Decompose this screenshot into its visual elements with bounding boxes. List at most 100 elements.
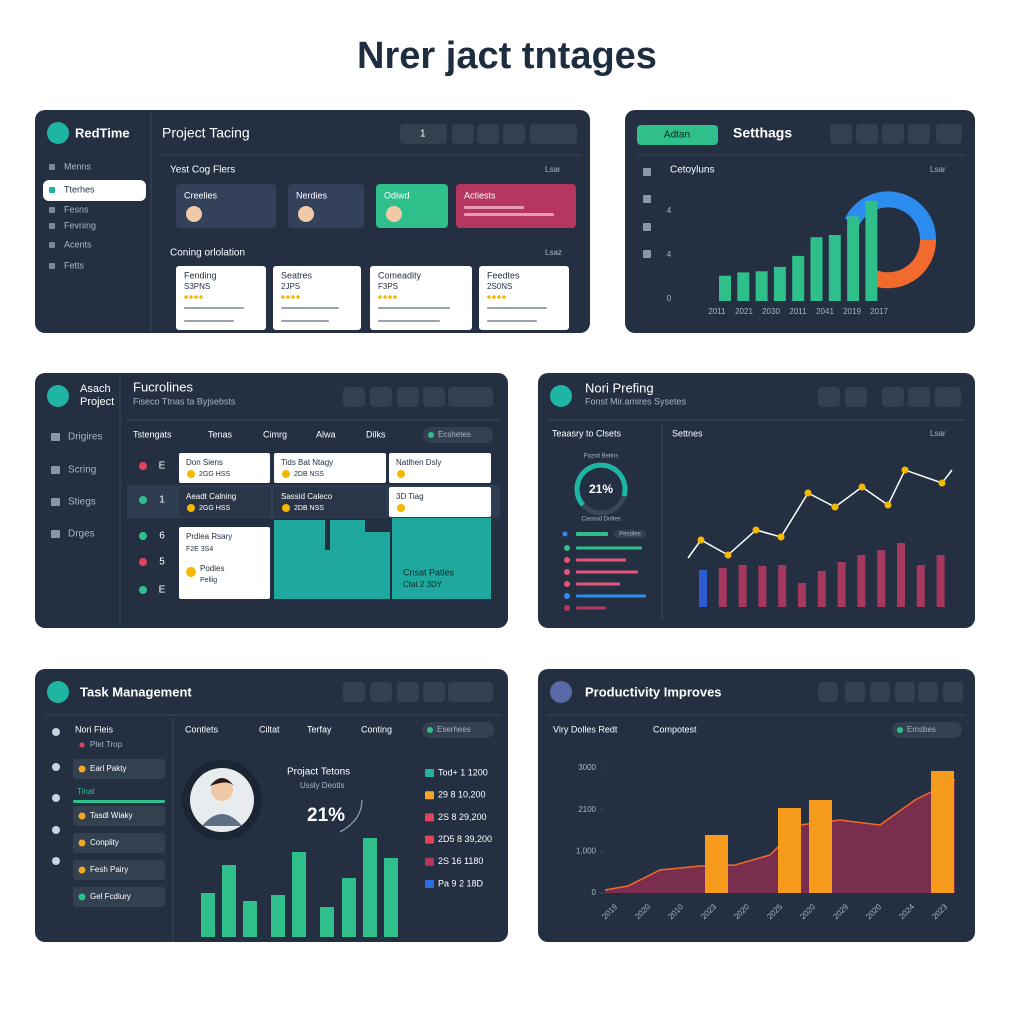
task-card[interactable] [389, 487, 491, 517]
logo [550, 385, 572, 407]
toolbar-button[interactable] [343, 682, 365, 702]
line-point [752, 526, 760, 534]
line-point [804, 489, 812, 497]
bar [865, 200, 878, 301]
toolbar-button[interactable] [935, 387, 961, 407]
toolbar-button[interactable] [503, 124, 525, 144]
side-icon [52, 794, 60, 802]
star [492, 295, 496, 299]
note-card[interactable] [176, 266, 266, 330]
toolbar-button[interactable] [370, 387, 392, 407]
toolbar-button[interactable] [908, 387, 930, 407]
line-point [901, 466, 909, 474]
item-box[interactable] [73, 759, 165, 779]
toolbar-button[interactable] [452, 124, 474, 144]
nav-item: Acents [64, 239, 92, 249]
toolbar-button[interactable] [936, 124, 962, 144]
panel [538, 373, 975, 628]
toolbar-button[interactable] [477, 124, 499, 144]
donut-segment [844, 191, 937, 241]
tab: Contlets [185, 724, 219, 734]
toolbar-button[interactable] [397, 387, 419, 407]
area [605, 780, 955, 893]
line-point [831, 503, 839, 511]
task-card[interactable] [179, 527, 270, 599]
note-sub: 2S0NS [487, 282, 512, 291]
line-point [884, 501, 892, 509]
bar [292, 852, 306, 937]
toolbar-button[interactable] [845, 387, 867, 407]
toolbar-button[interactable] [448, 387, 493, 407]
item-box[interactable] [73, 806, 165, 826]
toolbar-button[interactable] [400, 124, 447, 144]
dot [79, 742, 85, 748]
task-card[interactable] [389, 453, 491, 483]
task-sub: 2GG HSS [199, 471, 230, 478]
filter-button[interactable] [892, 722, 962, 738]
panel-heading: Project Tacing [162, 125, 250, 141]
item-icon [78, 812, 86, 820]
side-icon [643, 223, 651, 231]
task-card[interactable] [179, 453, 270, 483]
star [393, 295, 397, 299]
task-icon [397, 504, 405, 512]
toolbar-button[interactable] [845, 682, 865, 702]
item-icon [78, 839, 86, 847]
toolbar-button[interactable] [830, 124, 852, 144]
item-box[interactable] [73, 887, 165, 907]
toolbar-button[interactable] [530, 124, 577, 144]
nav-selected[interactable] [43, 180, 146, 201]
toolbar-button[interactable] [423, 387, 445, 407]
task-sub: Pellig [200, 577, 217, 584]
toolbar-button[interactable] [870, 682, 890, 702]
primary-button[interactable] [637, 125, 718, 145]
area-line [604, 779, 956, 891]
toolbar-button[interactable] [370, 682, 392, 702]
toolbar-button[interactable] [343, 387, 365, 407]
bar [758, 566, 767, 607]
toolbar-button[interactable] [818, 682, 838, 702]
nav-icon [51, 498, 60, 506]
task-card[interactable] [274, 487, 386, 517]
note-card[interactable] [370, 266, 472, 330]
nav-icon [49, 263, 55, 269]
toolbar-button[interactable] [856, 124, 878, 144]
panel-subheading: Fiseco Ttnas ta Byjsebsts [133, 396, 236, 406]
avatar [386, 206, 402, 222]
item-box[interactable] [73, 833, 165, 853]
filter-button[interactable] [422, 722, 494, 738]
item: Fesh Pairy [90, 865, 128, 874]
toolbar-button[interactable] [908, 124, 930, 144]
task-card[interactable] [179, 487, 270, 517]
star [286, 295, 290, 299]
side-icon [643, 195, 651, 203]
toolbar-button[interactable] [423, 682, 445, 702]
row-label: E [159, 585, 166, 596]
line [687, 469, 953, 559]
page-title: Nrer jact tntages [357, 35, 657, 77]
toolbar-button[interactable] [818, 387, 840, 407]
toolbar-button[interactable] [448, 682, 493, 702]
note-line [281, 307, 339, 309]
line-point [777, 533, 785, 541]
toolbar-button[interactable] [918, 682, 938, 702]
toolbar-button[interactable] [882, 124, 904, 144]
toolbar-button[interactable] [895, 682, 915, 702]
note-title: Seatres [281, 270, 313, 280]
toolbar-button[interactable] [882, 387, 904, 407]
star [199, 295, 203, 299]
filter-button[interactable] [423, 427, 493, 443]
note-card[interactable] [479, 266, 569, 330]
task-card[interactable] [274, 453, 386, 483]
toolbar-button[interactable] [943, 682, 963, 702]
bar [877, 550, 886, 607]
legend-label: Tod+ 1 1200 [438, 767, 488, 777]
note-title: Feedtes [487, 270, 520, 280]
toolbar-button[interactable] [397, 682, 419, 702]
teal-area [274, 520, 390, 599]
legend-bar [576, 532, 608, 536]
donut-segment [866, 239, 937, 289]
note-card[interactable] [273, 266, 361, 330]
item-box[interactable] [73, 860, 165, 880]
